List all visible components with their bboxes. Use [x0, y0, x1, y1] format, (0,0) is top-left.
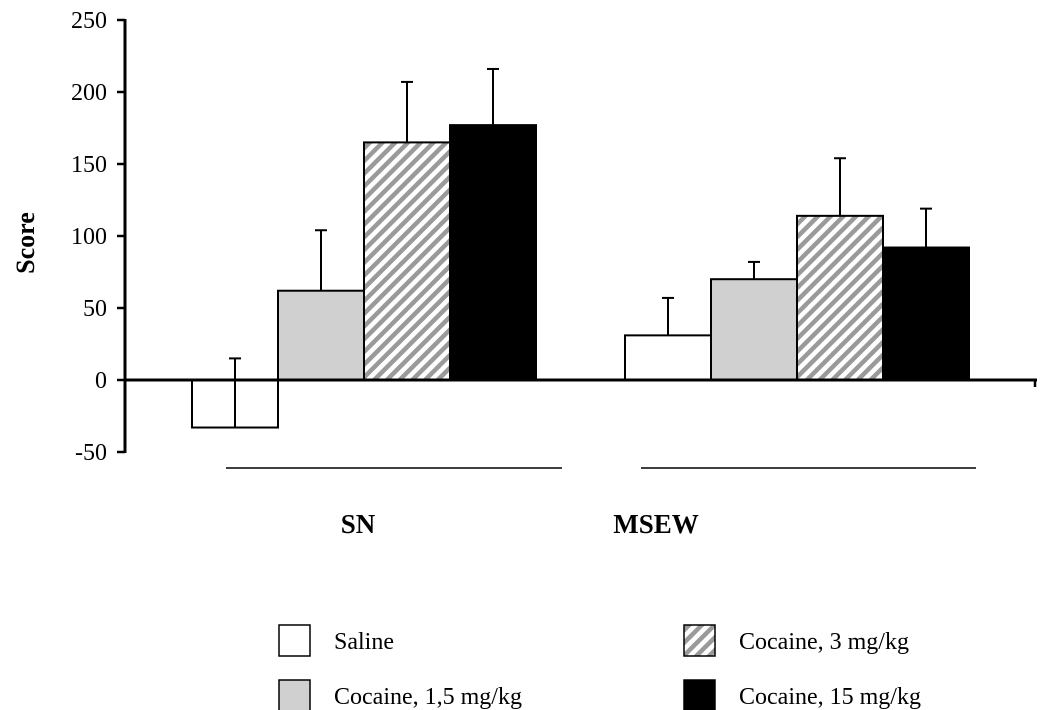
y-tick-label: 100	[71, 224, 107, 250]
y-tick-label: 50	[83, 296, 107, 322]
y-tick-label: -50	[75, 440, 107, 466]
y-axis-title: Score	[11, 212, 40, 274]
bar-cocaine-15-mg-kg-msew	[882, 246, 970, 381]
group-label-msew: MSEW	[613, 509, 699, 539]
bars	[191, 124, 970, 429]
bar-cocaine-3-mg-kg-msew	[796, 214, 884, 381]
legend-swatch	[278, 624, 311, 657]
legend-label: Cocaine, 15 mg/kg	[739, 684, 921, 710]
legend-label: Cocaine, 3 mg/kg	[739, 629, 909, 655]
legend-label: Saline	[334, 629, 394, 655]
bar-saline-msew	[624, 334, 712, 381]
bar-cocaine-3-mg-kg-sn	[363, 141, 451, 381]
group-labels: SN MSEW	[226, 467, 976, 539]
bar-cocaine-15-mg-kg-sn	[449, 124, 537, 382]
x-axis	[124, 378, 1037, 387]
legend-label: Cocaine, 1,5 mg/kg	[334, 684, 522, 710]
y-tick-label: 0	[95, 368, 107, 394]
group-label-sn: SN	[341, 509, 376, 539]
y-axis: -50 0 50 100 150 200 250	[71, 8, 127, 466]
error-bars	[229, 67, 932, 428]
legend-swatch	[683, 679, 716, 710]
bar-cocaine-1-5-mg-kg-sn	[277, 289, 365, 381]
legend-swatch	[683, 624, 716, 657]
bar-cocaine-1-5-mg-kg-msew	[710, 278, 798, 382]
legend: Saline Cocaine, 1,5 mg/kg Cocaine, 3 mg/kg…	[278, 624, 921, 710]
y-tick-label: 150	[71, 152, 107, 178]
y-tick-label: 200	[71, 80, 107, 106]
legend-swatch	[278, 679, 311, 710]
y-tick-label: 250	[71, 8, 107, 34]
